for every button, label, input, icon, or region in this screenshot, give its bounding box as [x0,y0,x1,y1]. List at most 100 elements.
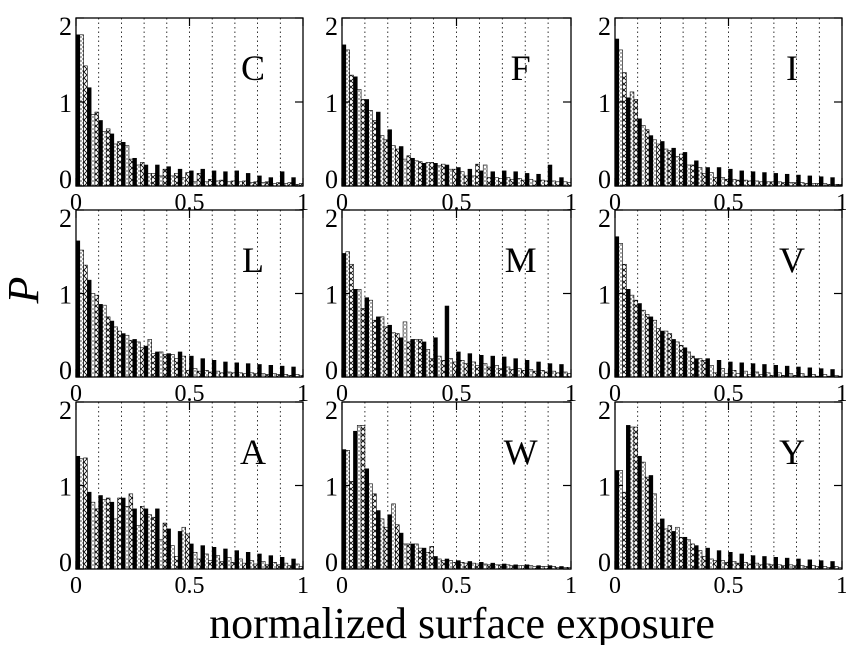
y-tick-label: 2 [325,204,338,233]
y-tick-label: 2 [598,396,611,425]
bar-solid-black [433,556,438,570]
bar-solid-black [291,558,296,570]
panel-label: I [786,48,798,88]
bar-dotted [391,145,396,187]
bar-solid-black [98,304,103,378]
bar-crosshatched [475,563,480,570]
bar-dotted [448,168,453,187]
bar-solid-black [671,339,676,378]
bar-dotted [505,366,511,378]
bar-crosshatched [463,363,469,378]
panel-label: A [240,432,266,472]
bar-solid-black [279,171,285,187]
panel-label: M [505,240,537,280]
bar-solid-black [87,87,92,187]
bar-solid-black [807,559,813,570]
bar-solid-black [490,355,495,378]
y-tick-label: 1 [59,89,72,118]
bar-solid-black [364,468,370,570]
bar-dotted [425,551,431,570]
bar-solid-black [830,369,835,378]
x-tick-label: 1 [297,573,309,599]
bar-crosshatched [701,173,707,187]
bar-crosshatched [656,143,661,187]
bar-dotted [379,316,385,378]
bar-crosshatched [151,173,156,187]
bar-solid-black [694,545,699,570]
bar-solid-black [410,543,415,570]
bar-solid-black [773,365,778,378]
bar-crosshatched [701,359,707,378]
bar-solid-black [376,316,381,378]
bar-solid-black [109,501,115,570]
bar-solid-black [444,558,450,570]
bar-solid-black [177,531,183,570]
bar-crosshatched [679,153,684,187]
x-tick-label: 0 [70,573,82,599]
bar-solid-black [364,297,370,378]
bar-crosshatched [196,370,202,378]
bar-dotted [295,563,300,570]
bar-crosshatched [463,175,469,187]
bar-crosshatched [151,516,156,570]
bar-solid-black [705,547,710,570]
bar-dotted [79,249,84,378]
bar-dotted [652,319,657,378]
bar-dotted [136,525,141,570]
bar-dotted [494,177,499,187]
bar-crosshatched [117,497,122,570]
bar-dotted [460,359,465,378]
bar-solid-black [444,305,450,378]
bar-dotted [391,503,396,570]
bar-solid-black [410,157,415,187]
bar-crosshatched [406,341,412,378]
bar-solid-black [132,157,137,187]
bar-crosshatched [151,353,156,378]
bar-solid-black [682,536,688,570]
y-tick-label: 0 [325,356,338,385]
bar-crosshatched [174,358,179,378]
bar-solid-black [200,168,205,187]
bar-crosshatched [486,366,492,378]
bar-solid-black [762,364,767,378]
bar-dotted [215,555,221,570]
bar-dotted [345,49,350,187]
y-tick-label: 1 [59,473,72,502]
bar-crosshatched [253,563,258,570]
bar-solid-black [479,354,484,378]
bar-crosshatched [105,128,111,187]
y-tick-label: 2 [59,396,72,425]
bar-dotted [113,518,118,570]
bar-crosshatched [162,354,168,378]
x-tick-label: 0 [609,573,621,599]
bar-dotted [720,560,726,570]
bar-dotted [663,330,669,378]
bar-solid-black [796,174,801,187]
bar-dotted [629,294,635,378]
bar-crosshatched [360,425,366,570]
y-tick-label: 1 [598,473,611,502]
bar-dotted [227,557,232,570]
bar-dotted [731,370,737,378]
bar-dotted [368,299,373,378]
bar-dotted [517,178,522,187]
bar-dotted [540,179,545,187]
bar-solid-black [559,364,564,378]
panel-label: F [511,48,531,88]
bar-solid-black [109,320,115,378]
bar-solid-black [353,430,358,570]
bar-solid-black [750,363,756,378]
bar-solid-black [648,475,654,570]
bar-dotted [170,545,175,570]
bar-crosshatched [429,358,434,378]
bar-solid-black [524,359,530,378]
bar-dotted [482,164,488,187]
bar-crosshatched [128,158,134,187]
bar-crosshatched [690,164,695,187]
y-tick-label: 0 [325,165,338,194]
bar-solid-black [223,171,228,187]
bar-solid-black [762,556,767,570]
